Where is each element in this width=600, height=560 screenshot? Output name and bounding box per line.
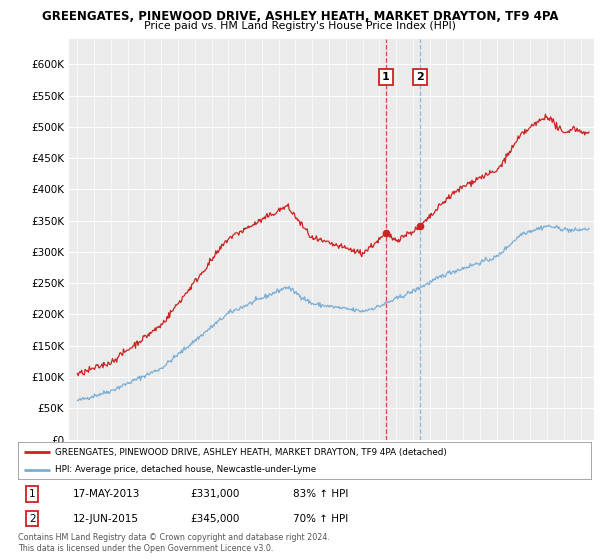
Text: Contains HM Land Registry data © Crown copyright and database right 2024.
This d: Contains HM Land Registry data © Crown c… [18, 533, 330, 553]
Text: 1: 1 [29, 489, 35, 499]
Text: 83% ↑ HPI: 83% ↑ HPI [293, 489, 349, 499]
Text: Price paid vs. HM Land Registry's House Price Index (HPI): Price paid vs. HM Land Registry's House … [144, 21, 456, 31]
Text: GREENGATES, PINEWOOD DRIVE, ASHLEY HEATH, MARKET DRAYTON, TF9 4PA (detached): GREENGATES, PINEWOOD DRIVE, ASHLEY HEATH… [55, 447, 447, 457]
Text: 1: 1 [382, 72, 389, 82]
Text: 70% ↑ HPI: 70% ↑ HPI [293, 514, 348, 524]
Text: £331,000: £331,000 [190, 489, 239, 499]
Text: 17-MAY-2013: 17-MAY-2013 [73, 489, 140, 499]
Text: 2: 2 [29, 514, 35, 524]
Text: GREENGATES, PINEWOOD DRIVE, ASHLEY HEATH, MARKET DRAYTON, TF9 4PA: GREENGATES, PINEWOOD DRIVE, ASHLEY HEATH… [42, 10, 558, 23]
Text: HPI: Average price, detached house, Newcastle-under-Lyme: HPI: Average price, detached house, Newc… [55, 465, 316, 474]
Text: £345,000: £345,000 [190, 514, 239, 524]
Text: 12-JUN-2015: 12-JUN-2015 [73, 514, 139, 524]
Text: 2: 2 [416, 72, 424, 82]
